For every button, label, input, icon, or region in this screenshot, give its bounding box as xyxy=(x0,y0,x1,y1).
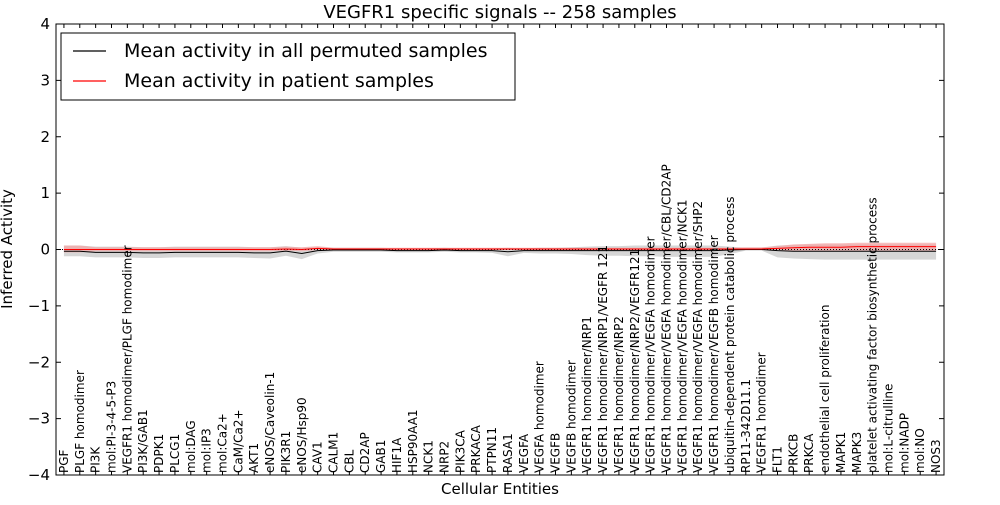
x-tick-label: VEGFR1 homodimer xyxy=(755,352,769,473)
series-lines xyxy=(56,246,944,254)
y-axis-label: Inferred Activity xyxy=(0,189,16,309)
x-tick-label: NRP2 xyxy=(438,441,452,473)
x-tick-label: mol:NO xyxy=(913,428,927,473)
x-tick-label: VEGFA xyxy=(517,433,531,473)
x-tick-label: mol:Ca2+ xyxy=(216,413,230,473)
x-tick-label: VEGFR1 homodimer/VEGFB homodimer xyxy=(707,235,721,473)
x-tick-label: VEGFR1 homodimer/VEGFA homodimer xyxy=(644,236,658,473)
x-tick-label: RASA1 xyxy=(501,433,515,473)
x-tick-label: PLCG1 xyxy=(168,434,182,473)
x-tick-label: PLGF homodimer xyxy=(73,370,87,473)
legend-box xyxy=(60,32,516,101)
y-tick-label: −3 xyxy=(28,410,50,428)
x-tick-label: mol:NADP xyxy=(897,413,911,473)
x-tick-label: GAB1 xyxy=(374,440,388,473)
y-tick-label: −2 xyxy=(28,353,50,371)
x-tick-label: VEGFR1 homodimer/NRP1/VEGFR 121 xyxy=(596,245,610,473)
chart-title: VEGFR1 specific signals -- 258 samples xyxy=(323,2,676,23)
x-tick-label: platelet activating factor biosynthetic … xyxy=(866,197,880,473)
x-tick-label: eNOS/Caveolin-1 xyxy=(263,372,277,473)
x-tick-label: PI3K/GAB1 xyxy=(136,409,150,473)
legend: Mean activity in all permuted samples Mea… xyxy=(60,32,516,101)
x-tick-label: PTPN11 xyxy=(485,427,499,473)
x-tick-label: VEGFB xyxy=(549,433,563,473)
x-tick-label: HSP90AA1 xyxy=(406,409,420,473)
x-tick-label: CBL xyxy=(342,449,356,473)
x-tick-label: mol:IP3 xyxy=(200,428,214,473)
x-axis-label: Cellular Entities xyxy=(441,480,559,498)
x-tick-label: PI3K xyxy=(89,446,103,473)
x-tick-label: eNOS/Hsp90 xyxy=(295,397,309,473)
x-tick-label: FLT1 xyxy=(771,446,785,473)
y-tick-label: 0 xyxy=(40,241,50,259)
x-tick-label: PDPK1 xyxy=(152,434,166,473)
x-tick-label: CALM1 xyxy=(327,432,341,473)
x-tick-label: MAPK1 xyxy=(834,432,848,473)
legend-label: Mean activity in all permuted samples xyxy=(124,40,487,62)
x-tick-label: VEGFA homodimer xyxy=(533,361,547,473)
x-tick-label: VEGFR1 homodimer/VEGFA homodimer/CBL/CD2… xyxy=(660,164,674,473)
y-tick-label: 2 xyxy=(40,128,50,146)
x-tick-label: PRKCB xyxy=(786,434,800,473)
x-tick-label: AKT1 xyxy=(247,443,261,473)
series-line-0 xyxy=(63,249,937,254)
y-tick-label: 4 xyxy=(40,15,50,33)
y-tick-label: −1 xyxy=(28,297,50,315)
x-tick-label: HIF1A xyxy=(390,437,404,473)
x-tick-label: MAPK3 xyxy=(850,432,864,473)
x-tick-label: PRKCA xyxy=(802,433,816,473)
x-tick-label: VEGFR1 homodimer/PLGF homodimer xyxy=(120,245,134,473)
x-tick-label: mol:L-citrulline xyxy=(882,384,896,473)
y-tick-label: 3 xyxy=(40,71,50,89)
x-tick-label: mol:DAG xyxy=(184,420,198,473)
y-tick-label: −4 xyxy=(28,466,50,484)
x-tick-label: endothelial cell proliferation xyxy=(818,305,832,473)
x-tick-label: VEGFR1 homodimer/NRP1 xyxy=(580,316,594,473)
x-tick-labels: PGF PLGF homodimer PI3K mol:PI-3-4-5-P3 VEGF… xyxy=(57,164,943,473)
legend-label: Mean activity in patient samples xyxy=(124,70,434,92)
y-tick-label: 1 xyxy=(40,184,50,202)
x-tick-label: NOS3 xyxy=(929,439,943,473)
x-tick-label: PGF xyxy=(57,449,71,473)
x-tick-label: VEGFR1 homodimer/NRP2 xyxy=(612,316,626,473)
x-tick-label: VEGFR1 homodimer/VEGFA homodimer/SHP2 xyxy=(691,201,705,473)
x-tick-label: PRKACA xyxy=(469,424,483,473)
x-tick-label: CAV1 xyxy=(311,441,325,473)
x-tick-label: VEGFR1 homodimer/VEGFA homodimer/NCK1 xyxy=(675,199,689,473)
x-tick-label: NCK1 xyxy=(422,440,436,473)
x-tick-label: PIK3CA xyxy=(453,429,467,473)
axes xyxy=(55,23,945,476)
x-tick-label: CD2AP xyxy=(358,432,372,473)
x-tick-label: VEGFR1 homodimer/NRP2/VEGFR121 xyxy=(628,249,642,473)
x-tick-label: ubiquitin-dependent protein catabolic pr… xyxy=(723,197,737,473)
x-tick-label: CaM/Ca2+ xyxy=(231,409,245,473)
x-tick-label: VEGFB homodimer xyxy=(564,360,578,473)
series-line-1 xyxy=(63,246,937,251)
x-tick-label: mol:PI-3-4-5-P3 xyxy=(105,381,119,473)
x-tick-label: RP11-342D11.1 xyxy=(739,379,753,473)
y-tick-labels: −4 −3 −2 −1 0 1 2 3 4 xyxy=(28,15,50,484)
x-tick-label: PIK3R1 xyxy=(279,431,293,473)
